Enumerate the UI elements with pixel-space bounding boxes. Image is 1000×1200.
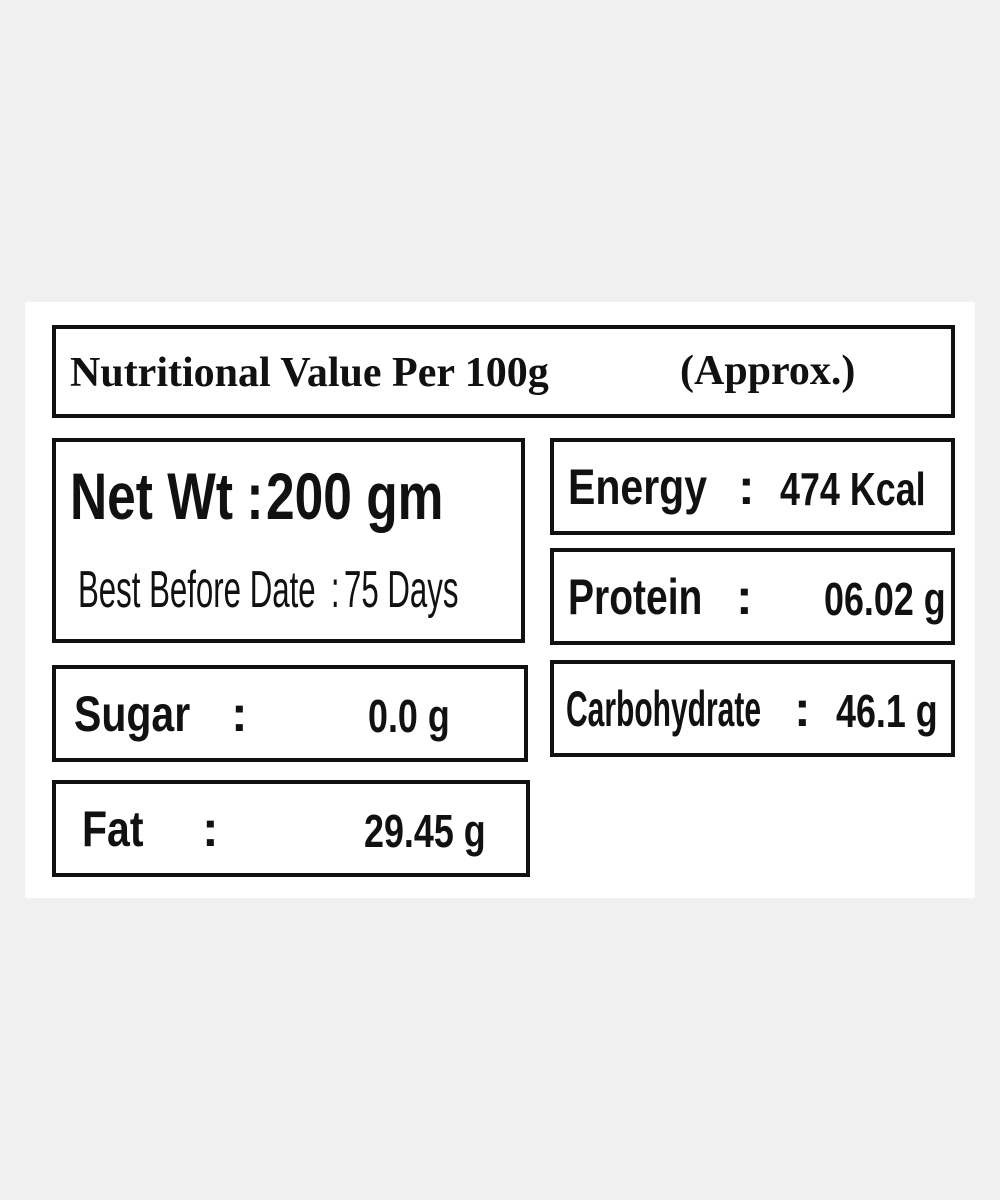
- nutrient-box: Fat: 29.45 g: [52, 780, 530, 877]
- nutrient-label: Energy: [568, 459, 708, 515]
- best-before-value: 75 Days: [344, 561, 459, 619]
- nutrient-box: Energy:474 Kcal: [550, 438, 955, 535]
- title-box: Nutritional Value Per 100g (Approx.): [52, 325, 955, 418]
- nutrient-value: 474 Kcal: [780, 463, 926, 515]
- nutrient-value: 29.45 g: [364, 805, 486, 857]
- nutrient-sep: :: [231, 686, 248, 742]
- best-before-sep: :: [330, 561, 340, 619]
- best-before-label: Best Before Date: [78, 561, 316, 619]
- net-weight-label: Net Wt: [70, 459, 233, 533]
- nutrient-label: Fat: [82, 801, 144, 857]
- title: Nutritional Value Per 100g: [70, 350, 549, 396]
- nutrient-label: Carbohydrate: [566, 681, 762, 737]
- nutrient-sep: :: [794, 681, 811, 737]
- label-card: Nutritional Value Per 100g (Approx.) Net…: [25, 302, 975, 898]
- nutrient-sep: :: [736, 569, 753, 625]
- nutrient-label: Sugar: [74, 686, 191, 742]
- net-weight-value: 200 gm: [266, 459, 444, 533]
- nutrient-sep: :: [738, 459, 755, 515]
- nutrient-value: 46.1 g: [836, 685, 938, 737]
- net-weight-sep: :: [246, 459, 264, 533]
- weight-box: Net Wt : 200 gm Best Before Date : 75 Da…: [52, 438, 525, 643]
- nutrient-value: 06.02 g: [824, 573, 946, 625]
- nutrient-box: Sugar: 0.0 g: [52, 665, 528, 762]
- nutrient-label: Protein: [568, 569, 703, 625]
- nutrient-box: Carbohydrate:46.1 g: [550, 660, 955, 757]
- nutrient-sep: :: [202, 801, 219, 857]
- title-note: (Approx.): [680, 348, 856, 394]
- nutrient-value: 0.0 g: [368, 690, 450, 742]
- nutrient-box: Protein: 06.02 g: [550, 548, 955, 645]
